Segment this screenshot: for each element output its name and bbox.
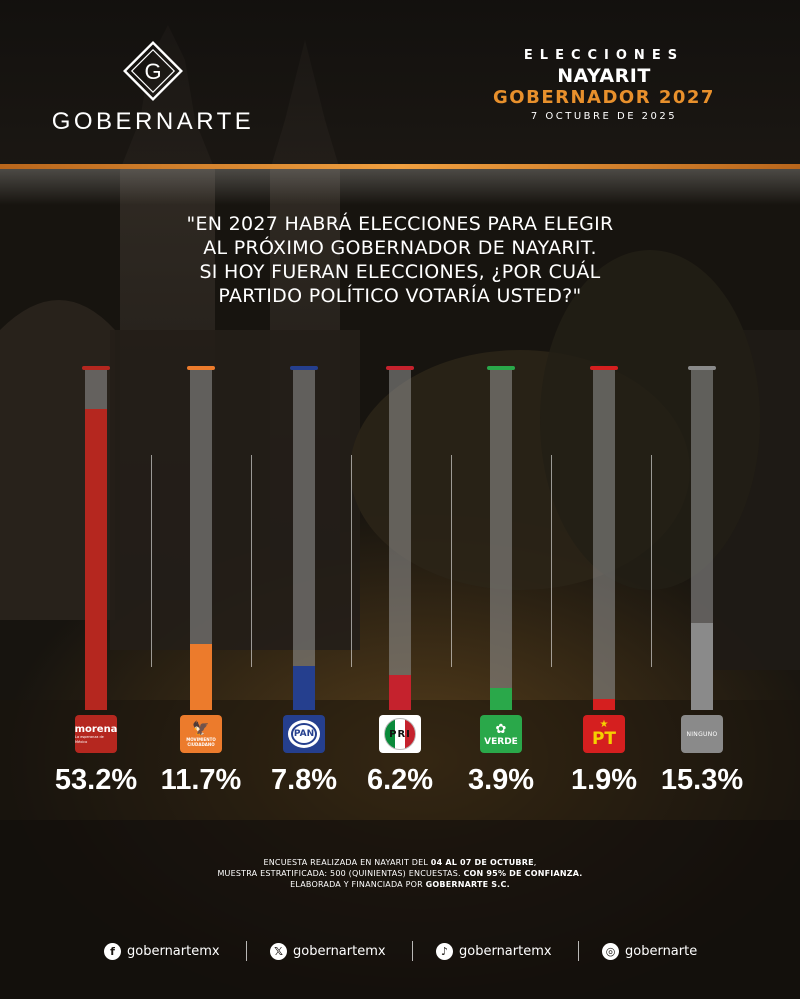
- logo-letter: G: [144, 59, 161, 84]
- bar-separator: [651, 455, 652, 667]
- social-instagram[interactable]: ◎ gobernarte: [602, 938, 697, 964]
- tiktok-handle: gobernartemx: [459, 943, 552, 959]
- bar-cap: [688, 366, 716, 370]
- value-label-morena: 53.2%: [54, 764, 138, 796]
- morena-logo-sub: La esperanza de México: [75, 734, 104, 744]
- methodology-footnote: ENCUESTA REALIZADA EN NAYARIT DEL 04 AL …: [150, 857, 650, 890]
- header-title-block: ELECCIONES NAYARIT GOBERNADOR 2027 7 OCT…: [484, 48, 724, 122]
- footnote-1c: ,: [533, 858, 537, 867]
- header-office: GOBERNADOR 2027: [493, 87, 715, 108]
- bar-pan: [293, 665, 315, 710]
- footnote-2b: CON 95% DE CONFIANZA.: [463, 869, 583, 878]
- pri-logo-text: PRI: [389, 728, 411, 740]
- party-logo-pt: ★ PT: [583, 715, 625, 753]
- x-handle: gobernartemx: [293, 943, 386, 959]
- bar-track: [389, 370, 411, 710]
- bar-cap: [187, 366, 215, 370]
- party-logo-verde: ✿ VERDE: [480, 715, 522, 753]
- bar-ninguno: [691, 623, 713, 710]
- mc-eagle-icon: 🦅: [192, 721, 210, 737]
- bar-separator: [251, 455, 252, 667]
- bar-verde: [490, 687, 512, 710]
- brand-logo: G GOBERNARTE: [48, 38, 258, 136]
- party-logo-ninguno: NINGUNO: [681, 715, 723, 753]
- question-line-2: AL PRÓXIMO GOBERNADOR DE NAYARIT.: [203, 237, 597, 259]
- instagram-icon: ◎: [602, 942, 619, 960]
- social-divider: [246, 941, 247, 961]
- value-label-ninguno: 15.3%: [660, 764, 744, 796]
- footnote-2a: MUESTRA ESTRATIFICADA: 500 (QUINIENTAS) …: [217, 869, 464, 878]
- footnote-1a: ENCUESTA REALIZADA EN NAYARIT DEL: [263, 858, 431, 867]
- survey-question: "EN 2027 HABRÁ ELECCIONES PARA ELEGIR AL…: [150, 212, 650, 308]
- x-twitter-icon: 𝕏: [270, 942, 287, 960]
- social-divider: [578, 941, 579, 961]
- bar-pt: [593, 699, 615, 710]
- social-divider: [412, 941, 413, 961]
- bar-morena: [85, 408, 107, 710]
- ninguno-label: NINGUNO: [686, 730, 718, 738]
- value-label-pri: 6.2%: [366, 764, 434, 796]
- value-label-mc: 11.7%: [160, 764, 242, 796]
- footnote-3b: GOBERNARTE S.C.: [425, 880, 510, 889]
- pt-logo-text: PT: [591, 729, 617, 749]
- party-logo-pri: PRI: [379, 715, 421, 753]
- question-line-1: "EN 2027 HABRÁ ELECCIONES PARA ELEGIR: [186, 213, 614, 235]
- social-links: f gobernartemx 𝕏 gobernartemx ♪ gobernar…: [0, 938, 800, 964]
- header-orange-divider: [0, 164, 800, 169]
- morena-logo-text: morena: [75, 723, 117, 735]
- bar-track: [593, 370, 615, 710]
- question-line-4: PARTIDO POLÍTICO VOTARÍA USTED?": [218, 285, 582, 307]
- value-label-pan: 7.8%: [270, 764, 338, 796]
- value-label-verde: 3.9%: [467, 764, 535, 796]
- party-logo-mc: 🦅 MOVIMIENTO CIUDADANO: [180, 715, 222, 753]
- bar-track: [293, 370, 315, 710]
- bar-mc: [190, 643, 212, 710]
- instagram-handle: gobernarte: [625, 943, 698, 959]
- footnote-1b: 04 AL 07 DE OCTUBRE: [430, 858, 534, 867]
- header-elecciones: ELECCIONES: [523, 48, 685, 63]
- brand-name: GOBERNARTE: [51, 108, 255, 135]
- bar-track: [190, 370, 212, 710]
- bar-cap: [590, 366, 618, 370]
- pri-logo-icon: PRI: [384, 718, 416, 750]
- facebook-handle: gobernartemx: [127, 943, 220, 959]
- header-band: [0, 0, 800, 165]
- bar-separator: [351, 455, 352, 667]
- footnote-3a: ELABORADA Y FINANCIADA POR: [290, 880, 426, 889]
- facebook-icon: f: [104, 942, 121, 960]
- bar-cap: [386, 366, 414, 370]
- bar-cap: [487, 366, 515, 370]
- pan-logo-icon: PAN: [288, 720, 320, 748]
- gobernarte-diamond-icon: G: [123, 41, 183, 101]
- header-grey-band: [0, 169, 800, 205]
- mc-logo-text: MOVIMIENTO CIUDADANO: [186, 737, 216, 747]
- bar-track: [490, 370, 512, 710]
- bar-cap: [82, 366, 110, 370]
- bar-separator: [151, 455, 152, 667]
- header-state: NAYARIT: [557, 65, 651, 87]
- party-logo-pan: PAN: [283, 715, 325, 753]
- vote-intention-bar-chart: morena La esperanza de México 53.2% 🦅 MOVIMI…: [0, 360, 800, 810]
- bar-cap: [290, 366, 318, 370]
- party-logo-morena: morena La esperanza de México: [75, 715, 117, 753]
- verde-logo-text: VERDE: [484, 736, 518, 747]
- social-tiktok[interactable]: ♪ gobernartemx: [436, 938, 552, 964]
- question-line-3: SI HOY FUERAN ELECCIONES, ¿POR CUÁL: [199, 261, 601, 283]
- bar-pri: [389, 674, 411, 710]
- verde-logo-icon: ✿: [495, 721, 507, 737]
- pan-logo-text: PAN: [291, 723, 317, 745]
- bar-separator: [451, 455, 452, 667]
- tiktok-icon: ♪: [436, 942, 453, 960]
- social-x[interactable]: 𝕏 gobernartemx: [270, 938, 386, 964]
- header-date: 7 OCTUBRE DE 2025: [530, 111, 678, 122]
- pt-star-icon: ★: [599, 719, 609, 730]
- bar-separator: [551, 455, 552, 667]
- value-label-pt: 1.9%: [570, 764, 638, 796]
- social-facebook[interactable]: f gobernartemx: [104, 938, 220, 964]
